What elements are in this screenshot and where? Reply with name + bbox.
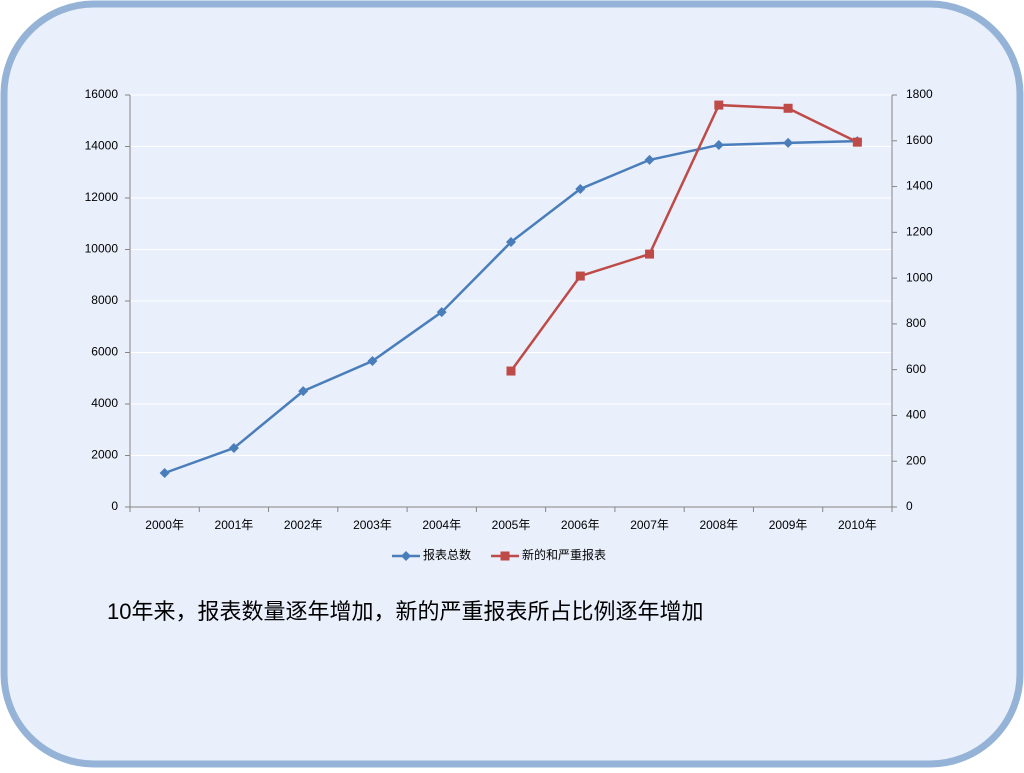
marker <box>575 183 586 194</box>
marker <box>401 551 411 561</box>
y2-tick-label: 400 <box>906 408 926 422</box>
marker <box>367 355 378 366</box>
x-tick-label: 2010年 <box>838 518 877 532</box>
x-tick-label: 2005年 <box>492 518 531 532</box>
marker <box>783 103 793 113</box>
x-tick-label: 2003年 <box>353 518 392 532</box>
x-tick-label: 2000年 <box>145 518 184 532</box>
x-tick-label: 2001年 <box>215 518 254 532</box>
y-tick-label: 6000 <box>91 345 118 359</box>
x-tick-label: 2006年 <box>561 518 600 532</box>
y2-tick-label: 1600 <box>906 133 933 147</box>
y-tick-label: 4000 <box>91 396 118 410</box>
y-tick-label: 2000 <box>91 448 118 462</box>
y2-tick-label: 200 <box>906 453 926 467</box>
y-tick-label: 14000 <box>85 139 119 153</box>
marker <box>298 386 309 397</box>
marker <box>852 137 862 147</box>
x-tick-label: 2009年 <box>769 518 808 532</box>
marker <box>436 307 447 318</box>
x-tick-label: 2008年 <box>699 518 738 532</box>
marker <box>714 100 724 110</box>
annotation: 10年来，报表数量逐年增加，新的严重报表所占比例逐年增加 <box>107 599 703 624</box>
marker <box>713 139 724 150</box>
marker <box>159 468 170 479</box>
y-tick-label: 0 <box>111 499 118 513</box>
y2-tick-label: 800 <box>906 316 926 330</box>
x-tick-label: 2004年 <box>422 518 461 532</box>
y2-tick-label: 1200 <box>906 225 933 239</box>
y-tick-label: 16000 <box>85 87 119 101</box>
marker <box>500 551 510 561</box>
marker <box>645 249 655 259</box>
y-tick-label: 8000 <box>91 293 118 307</box>
marker <box>783 137 794 148</box>
y2-tick-label: 1400 <box>906 179 933 193</box>
y-tick-label: 12000 <box>85 190 119 204</box>
y2-tick-label: 1000 <box>906 270 933 284</box>
marker <box>228 443 239 454</box>
marker <box>506 237 516 248</box>
x-tick-label: 2007年 <box>630 518 669 532</box>
marker <box>575 271 585 281</box>
series-line <box>509 103 858 372</box>
y2-tick-label: 0 <box>906 499 913 513</box>
legend-label: 新的和严重报表 <box>522 547 606 562</box>
marker <box>506 366 516 376</box>
legend-label: 报表总数 <box>423 547 471 562</box>
y-tick-label: 10000 <box>85 242 119 256</box>
marker <box>644 154 655 165</box>
y2-tick-label: 1800 <box>906 87 933 101</box>
x-tick-label: 2002年 <box>284 518 323 532</box>
y2-tick-label: 600 <box>906 362 926 376</box>
